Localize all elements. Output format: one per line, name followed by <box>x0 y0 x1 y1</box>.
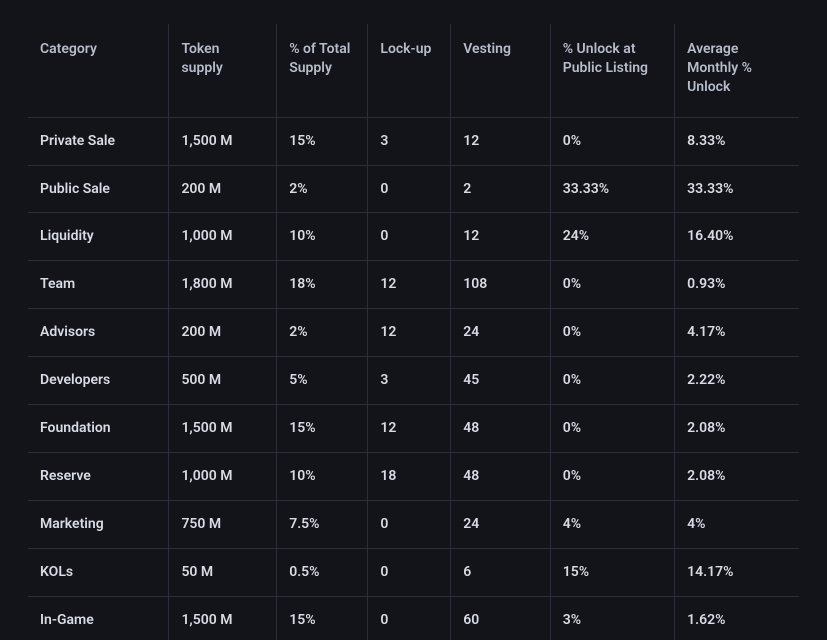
table-row: Advisors 200 M 2% 12 24 0% 4.17% <box>28 309 799 357</box>
cell-supply: 1,500 M <box>169 596 277 640</box>
cell-unlock: 0% <box>550 261 674 309</box>
col-header-pct-total: % of Total Supply <box>277 24 368 117</box>
cell-unlock: 33.33% <box>550 165 674 213</box>
cell-pct: 0.5% <box>277 548 368 596</box>
table-row: Foundation 1,500 M 15% 12 48 0% 2.08% <box>28 405 799 453</box>
cell-vesting: 2 <box>451 165 550 213</box>
cell-avg: 2.22% <box>675 357 799 405</box>
table-row: Private Sale 1,500 M 15% 3 12 0% 8.33% <box>28 117 799 165</box>
tokenomics-table: Category Token supply % of Total Supply … <box>28 24 799 640</box>
cell-avg: 33.33% <box>675 165 799 213</box>
cell-vesting: 12 <box>451 213 550 261</box>
cell-pct: 15% <box>277 596 368 640</box>
cell-category: Marketing <box>28 500 169 548</box>
cell-supply: 50 M <box>169 548 277 596</box>
cell-avg: 2.08% <box>675 405 799 453</box>
cell-unlock: 0% <box>550 357 674 405</box>
col-header-category: Category <box>28 24 169 117</box>
cell-avg: 2.08% <box>675 452 799 500</box>
cell-supply: 1,000 M <box>169 213 277 261</box>
table-row: Reserve 1,000 M 10% 18 48 0% 2.08% <box>28 452 799 500</box>
cell-vesting: 24 <box>451 500 550 548</box>
cell-unlock: 0% <box>550 309 674 357</box>
cell-supply: 1,000 M <box>169 452 277 500</box>
cell-unlock: 0% <box>550 452 674 500</box>
cell-avg: 0.93% <box>675 261 799 309</box>
cell-category: KOLs <box>28 548 169 596</box>
cell-lockup: 0 <box>368 165 451 213</box>
cell-lockup: 12 <box>368 405 451 453</box>
cell-pct: 15% <box>277 405 368 453</box>
cell-unlock: 0% <box>550 405 674 453</box>
cell-supply: 1,800 M <box>169 261 277 309</box>
cell-lockup: 0 <box>368 213 451 261</box>
cell-avg: 1.62% <box>675 596 799 640</box>
col-header-vesting: Vesting <box>451 24 550 117</box>
cell-unlock: 0% <box>550 117 674 165</box>
cell-vesting: 108 <box>451 261 550 309</box>
cell-pct: 7.5% <box>277 500 368 548</box>
cell-pct: 2% <box>277 165 368 213</box>
cell-vesting: 60 <box>451 596 550 640</box>
cell-pct: 5% <box>277 357 368 405</box>
cell-vesting: 24 <box>451 309 550 357</box>
cell-unlock: 4% <box>550 500 674 548</box>
cell-unlock: 15% <box>550 548 674 596</box>
table-row: KOLs 50 M 0.5% 0 6 15% 14.17% <box>28 548 799 596</box>
table-row: Team 1,800 M 18% 12 108 0% 0.93% <box>28 261 799 309</box>
cell-category: Developers <box>28 357 169 405</box>
cell-category: Private Sale <box>28 117 169 165</box>
cell-lockup: 18 <box>368 452 451 500</box>
cell-category: Public Sale <box>28 165 169 213</box>
tokenomics-table-container: Category Token supply % of Total Supply … <box>0 0 827 640</box>
cell-category: Liquidity <box>28 213 169 261</box>
cell-avg: 16.40% <box>675 213 799 261</box>
cell-supply: 200 M <box>169 165 277 213</box>
cell-vesting: 48 <box>451 405 550 453</box>
col-header-pct-unlock: % Unlock at Public Listing <box>550 24 674 117</box>
col-header-lockup: Lock-up <box>368 24 451 117</box>
cell-supply: 200 M <box>169 309 277 357</box>
cell-category: In-Game <box>28 596 169 640</box>
table-row: Liquidity 1,000 M 10% 0 12 24% 16.40% <box>28 213 799 261</box>
cell-avg: 14.17% <box>675 548 799 596</box>
cell-category: Advisors <box>28 309 169 357</box>
cell-supply: 1,500 M <box>169 405 277 453</box>
cell-lockup: 12 <box>368 309 451 357</box>
cell-pct: 18% <box>277 261 368 309</box>
col-header-avg-unlock: Average Monthly % Unlock <box>675 24 799 117</box>
table-row: In-Game 1,500 M 15% 0 60 3% 1.62% <box>28 596 799 640</box>
cell-vesting: 6 <box>451 548 550 596</box>
cell-pct: 10% <box>277 452 368 500</box>
cell-avg: 4% <box>675 500 799 548</box>
table-row: Developers 500 M 5% 3 45 0% 2.22% <box>28 357 799 405</box>
cell-supply: 1,500 M <box>169 117 277 165</box>
table-body: Private Sale 1,500 M 15% 3 12 0% 8.33% P… <box>28 117 799 640</box>
cell-category: Team <box>28 261 169 309</box>
cell-vesting: 12 <box>451 117 550 165</box>
cell-lockup: 12 <box>368 261 451 309</box>
cell-unlock: 3% <box>550 596 674 640</box>
cell-lockup: 0 <box>368 500 451 548</box>
table-row: Marketing 750 M 7.5% 0 24 4% 4% <box>28 500 799 548</box>
cell-lockup: 3 <box>368 117 451 165</box>
cell-supply: 500 M <box>169 357 277 405</box>
cell-vesting: 45 <box>451 357 550 405</box>
cell-supply: 750 M <box>169 500 277 548</box>
cell-vesting: 48 <box>451 452 550 500</box>
cell-pct: 10% <box>277 213 368 261</box>
cell-pct: 2% <box>277 309 368 357</box>
cell-lockup: 3 <box>368 357 451 405</box>
cell-pct: 15% <box>277 117 368 165</box>
cell-lockup: 0 <box>368 596 451 640</box>
cell-avg: 8.33% <box>675 117 799 165</box>
table-header-row: Category Token supply % of Total Supply … <box>28 24 799 117</box>
table-row: Public Sale 200 M 2% 0 2 33.33% 33.33% <box>28 165 799 213</box>
cell-unlock: 24% <box>550 213 674 261</box>
cell-category: Foundation <box>28 405 169 453</box>
cell-lockup: 0 <box>368 548 451 596</box>
cell-category: Reserve <box>28 452 169 500</box>
cell-avg: 4.17% <box>675 309 799 357</box>
col-header-supply: Token supply <box>169 24 277 117</box>
